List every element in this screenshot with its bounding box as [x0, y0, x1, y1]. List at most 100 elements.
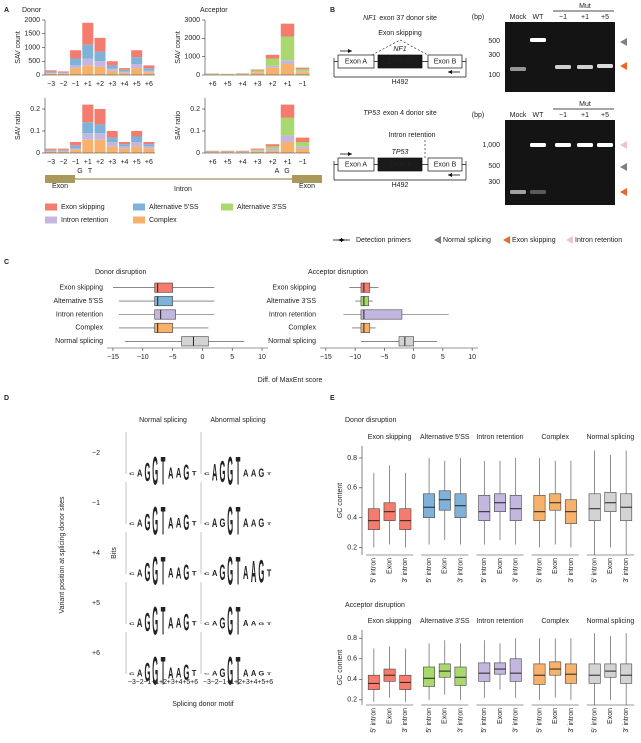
mut-label: Mut: [579, 101, 591, 108]
x-tick-label: +6: [145, 81, 153, 88]
logo-letter: A: [251, 468, 257, 479]
x-tick-label: Exon: [607, 558, 614, 574]
x-tick-label: Exon: [607, 708, 614, 724]
bar-segment: [82, 122, 94, 134]
primer-arrow-head: [338, 238, 342, 242]
x-tick-label: 5: [441, 354, 445, 361]
x-tick-label: −3: [47, 81, 55, 88]
x-tick-label: +3: [108, 81, 116, 88]
bar-segment: [45, 73, 57, 75]
logo-letter: C: [204, 622, 210, 626]
exon-label: Exon A: [345, 161, 368, 168]
bar-segment: [70, 145, 82, 149]
logo-letter: T: [192, 571, 198, 577]
logo-letter: G: [145, 509, 151, 536]
bar-segment: [143, 65, 155, 69]
ladder-label: 300: [488, 179, 500, 186]
facet-title: Exon skipping: [368, 618, 412, 625]
bar-segment: [45, 70, 57, 72]
panel-label: D: [4, 395, 9, 402]
bar-segment: [250, 148, 265, 150]
logo-letter: G: [145, 659, 151, 688]
x-tick-label: +6: [209, 81, 217, 88]
box: [360, 309, 403, 320]
bar-segment: [57, 151, 69, 153]
lane-label: Mock: [510, 112, 527, 119]
x-tick-label: +2: [234, 679, 242, 686]
bar-segment: [82, 58, 94, 66]
y-tick-label: 2000: [24, 17, 40, 24]
logo-letter: G: [152, 650, 158, 694]
bar-segment: [70, 142, 82, 146]
bar-segment: [57, 73, 69, 75]
logo-letter: A: [137, 668, 143, 679]
lane-label: +1: [581, 112, 589, 119]
event-label: Exon skipping: [378, 30, 422, 37]
x-tick-label: Exon: [442, 708, 449, 724]
bar-segment: [106, 65, 118, 69]
bar-segment: [265, 54, 280, 59]
y-tick-label: 0.1: [30, 128, 40, 135]
x-tick-label: +4: [175, 679, 183, 686]
x-tick-label: +3: [254, 159, 262, 166]
gel-band: [510, 67, 526, 71]
bar-segment: [250, 70, 265, 73]
category-label: Normal splicing: [55, 338, 103, 345]
logo-letter: T: [267, 472, 272, 476]
x-tick-label: +2: [96, 81, 104, 88]
logo-letter: A: [168, 464, 173, 482]
x-axis-label: Splicing donor motif: [172, 701, 234, 708]
x-tick-label: +1: [284, 159, 292, 166]
bar-segment: [57, 72, 69, 74]
bar-segment: [295, 67, 310, 70]
x-tick-label: 3′ intron: [568, 558, 575, 583]
gene-name: TP53: [363, 110, 380, 117]
x-tick-label: +5: [257, 679, 265, 686]
x-tick-label: 10: [468, 354, 476, 361]
bar-segment: [280, 36, 295, 61]
category-label: Normal splicing: [268, 338, 316, 345]
gene-label: NF1: [393, 46, 406, 53]
bar-segment: [250, 150, 265, 152]
x-tick-label: 5: [230, 354, 234, 361]
y-tick-label: 0.6: [347, 485, 357, 492]
logo-letter: G: [220, 455, 226, 489]
logo-letter: C: [129, 622, 135, 626]
bar-segment: [205, 150, 220, 152]
logo-letter: T: [161, 650, 166, 694]
lane-label: −1: [559, 112, 567, 119]
logo-letter: T: [192, 669, 197, 678]
x-tick-label: −3: [47, 159, 55, 166]
y-tick-label: 3000: [184, 17, 200, 24]
logo-letter: A: [212, 621, 218, 627]
logo-letter: A: [251, 518, 257, 529]
chart-title: Acceptor disruption: [345, 602, 405, 609]
bar-segment: [131, 64, 143, 69]
primer-arrow-head: [348, 152, 352, 156]
x-axis-label: Diff. of MaxEnt score: [258, 377, 323, 384]
y-tick-label: 0.2: [190, 106, 200, 113]
lane-label: −1: [559, 14, 567, 21]
primer-arrow-head: [348, 49, 352, 53]
x-tick-label: −1: [72, 159, 80, 166]
bar-segment: [57, 149, 69, 151]
category-label: Alternative 5′SS: [53, 298, 103, 305]
logo-letter: A: [176, 517, 181, 532]
legend-marker: [566, 236, 573, 244]
y-axis-label: SAV ratio: [15, 111, 22, 140]
bar-segment: [143, 144, 155, 147]
legend-swatch: [221, 203, 233, 211]
x-tick-label: −1: [299, 159, 307, 166]
x-tick-label: 3′ intron: [457, 708, 464, 733]
bar-segment: [280, 135, 295, 142]
y-tick-label: 0.2: [347, 544, 357, 551]
row-label: +6: [92, 650, 100, 657]
bar-segment: [295, 69, 310, 72]
logo-letter: A: [212, 671, 218, 677]
bar-segment: [295, 137, 310, 142]
logo-letter: C: [129, 522, 135, 526]
lane-label: WT: [533, 14, 545, 21]
bar-segment: [70, 149, 82, 153]
legend-label: Alternative 3′SS: [237, 204, 287, 211]
x-tick-label: −2: [211, 679, 219, 686]
